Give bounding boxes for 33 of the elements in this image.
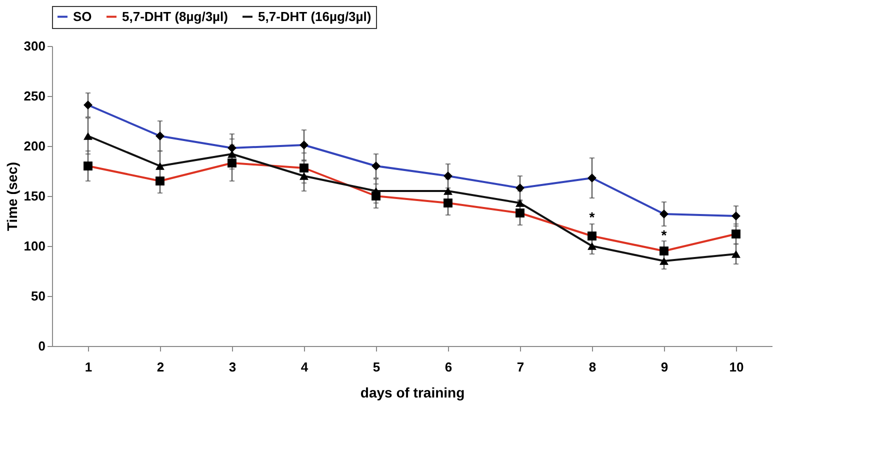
x-tick-label: 2 [156,360,164,374]
x-tick-label: 10 [729,360,744,374]
point [300,172,308,180]
legend-label: SO [73,8,92,24]
x-tick-label: 8 [588,360,596,374]
point [372,187,380,195]
y-tick-label: 200 [24,138,46,154]
x-tick-label: 7 [516,360,524,374]
y-tick-label: 250 [24,88,46,104]
x-axis-title: days of training [360,384,465,400]
x-tick-label: 1 [84,360,92,374]
x-tick-label: 5 [372,360,380,374]
point [84,132,92,140]
y-tick-label: 100 [24,238,46,254]
x-tick-label: 9 [660,360,668,374]
point [660,257,668,265]
point [588,242,596,250]
x-tick-label: 4 [300,360,309,374]
point [444,187,452,195]
annotation: * [589,209,596,225]
y-tick-label: 0 [38,338,46,354]
legend-label: 5,7-DHT (16µg/3µl) [258,8,372,24]
legend-label: 5,7-DHT (8µg/3µl) [122,8,228,24]
x-tick-label: 6 [444,360,452,374]
point [732,250,740,258]
y-tick-label: 50 [31,288,46,304]
y-tick-label: 300 [24,38,46,54]
y-tick-label: 150 [24,188,46,204]
point [156,162,164,170]
point [516,199,524,207]
y-axis-title: Time (sec) [4,162,20,231]
annotation: * [661,227,668,243]
x-tick-label: 3 [228,360,236,374]
